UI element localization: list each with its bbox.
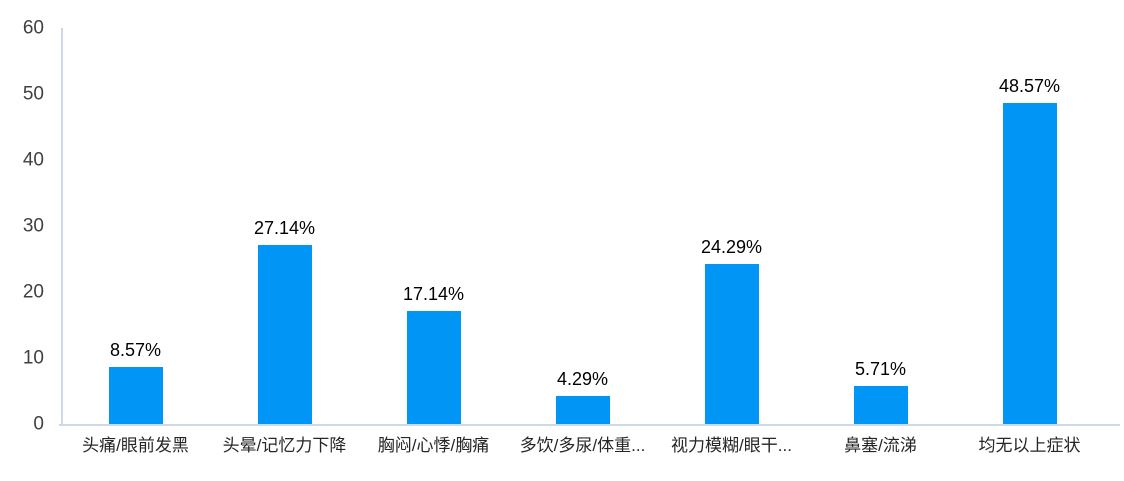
category-label: 视力模糊/眼干... — [671, 436, 792, 455]
category-label: 胸闷/心悸/胸痛 — [377, 436, 490, 455]
bar-value-label: 24.29% — [700, 236, 763, 257]
y-tick-label: 0 — [33, 413, 44, 435]
bar — [108, 367, 163, 424]
bar — [406, 310, 461, 424]
category-label: 鼻塞/流涕 — [844, 436, 917, 455]
y-tick-label: 10 — [22, 347, 44, 369]
y-tick-label: 40 — [22, 149, 44, 171]
bar — [257, 244, 312, 424]
category-label: 头痛/眼前发黑 — [82, 436, 189, 455]
bar — [704, 263, 759, 424]
bar — [853, 386, 908, 424]
category-label: 均无以上症状 — [978, 436, 1081, 455]
y-tick-label: 50 — [22, 83, 44, 105]
y-tick-label: 30 — [22, 215, 44, 237]
bar — [555, 395, 610, 424]
bar-value-label: 8.57% — [109, 340, 162, 361]
y-tick-label: 20 — [22, 281, 44, 303]
x-axis-line — [59, 424, 1120, 426]
bar-value-label: 48.57% — [998, 76, 1061, 97]
y-axis-line — [61, 28, 63, 425]
bar-value-label: 4.29% — [556, 368, 609, 389]
bar-value-label: 17.14% — [402, 283, 465, 304]
category-label: 多饮/多尿/体重... — [519, 436, 646, 455]
y-tick-label: 60 — [22, 17, 44, 39]
bar-value-label: 5.71% — [854, 359, 907, 380]
bar — [1002, 103, 1057, 424]
category-label: 头晕/记忆力下降 — [222, 436, 347, 455]
bar-value-label: 27.14% — [253, 217, 316, 238]
